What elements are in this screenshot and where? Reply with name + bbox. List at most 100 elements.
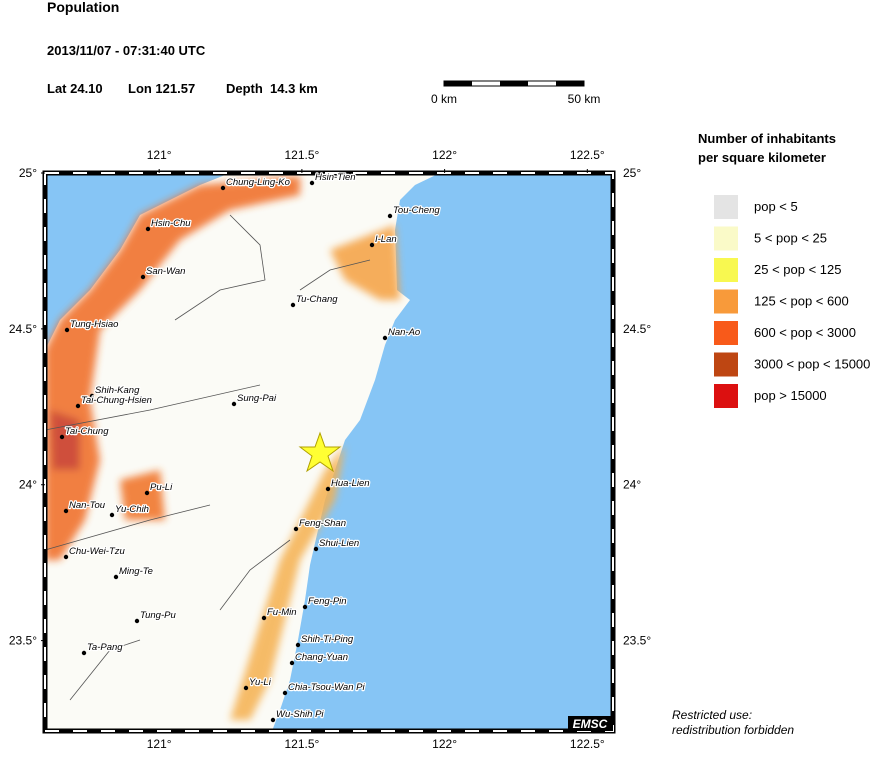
legend-swatch [714, 321, 738, 345]
y-tick-label: 24° [623, 478, 641, 492]
legend-label: 125 < pop < 600 [754, 294, 849, 309]
city-dot [144, 490, 150, 496]
y-tick-label: 24° [19, 478, 37, 492]
y-tick-label: 23.5° [623, 634, 651, 648]
legend-swatch [714, 226, 738, 251]
x-tick-label: 122° [432, 737, 457, 751]
datetime: 2013/11/07 - 07:31:40 UTC [47, 43, 206, 58]
depth: Depth 14.3 km [226, 81, 318, 96]
city-dot [290, 302, 296, 308]
city-label: Shui-Lien [319, 538, 359, 549]
city-dot [282, 690, 288, 696]
legend-label: 3000 < pop < 15000 [754, 357, 870, 372]
footer: Restricted use: [672, 708, 752, 722]
city-label: Tai-Chung-Hsien [81, 395, 152, 406]
legend-swatch [714, 289, 738, 314]
city-label: Chu-Wei-Tzu [69, 546, 125, 557]
city-dot [231, 401, 237, 407]
city-label: Fu-Min [267, 607, 297, 618]
city-dot [295, 642, 301, 648]
city-label: Chia-Tsou-Wan Pi [288, 682, 365, 693]
city-dot [293, 526, 299, 532]
city-dot [289, 660, 295, 666]
x-tick-label: 122° [432, 148, 457, 162]
lon: Lon 121.57 [128, 81, 195, 96]
city-label: Hua-Lien [331, 478, 370, 489]
city-dot [63, 508, 69, 514]
legend-title: per square kilometer [698, 150, 826, 165]
city-label: Nan-Ao [388, 327, 420, 338]
epicenter [298, 431, 342, 473]
scale-bar [443, 80, 585, 87]
city-label: Wu-Shih Pi [276, 709, 324, 720]
city-dot [63, 554, 69, 560]
map [45, 173, 613, 731]
frame-dash [44, 172, 614, 732]
city-dot [113, 574, 119, 580]
city-dot [270, 717, 276, 723]
city-dot [369, 242, 375, 248]
city-label: Feng-Shan [299, 518, 346, 529]
y-tick-label: 24.5° [623, 322, 651, 336]
city-label: Tu-Chang [296, 294, 338, 305]
lat: Lat 24.10 [47, 81, 103, 96]
city-dot [325, 486, 331, 492]
x-tick-label: 121.5° [284, 148, 319, 162]
legend-title: Number of inhabitants [698, 131, 836, 146]
x-tick-label: 121° [147, 737, 172, 751]
city-dot [59, 434, 65, 440]
city-dot [145, 226, 151, 232]
city-label: Sung-Pai [237, 393, 277, 404]
city-dot [64, 327, 70, 333]
city-label: Hsin-Tien [315, 172, 356, 183]
legend-label: 25 < pop < 125 [754, 262, 841, 277]
city-dot [220, 185, 226, 191]
city-label: Tai-Chung [65, 426, 109, 437]
city-label: Shih-Ti-Ping [301, 634, 354, 645]
credit-box [568, 716, 613, 731]
legend-label: pop < 5 [754, 199, 798, 214]
city-label: San-Wan [146, 266, 185, 277]
city-label: Ming-Te [119, 566, 153, 577]
x-tick-label: 121.5° [284, 737, 319, 751]
legend-swatch [714, 195, 738, 219]
y-tick-label: 23.5° [9, 634, 37, 648]
city-label: Ta-Pang [87, 642, 123, 653]
city-dot [140, 274, 146, 280]
legend-swatch [714, 352, 738, 377]
legend-swatch [714, 258, 738, 282]
city-label: I-Lan [375, 234, 397, 245]
city-label: Chang-Yuan [295, 652, 348, 663]
city-dot [89, 393, 95, 399]
city-dot [382, 335, 388, 341]
legend-label: 5 < pop < 25 [754, 231, 827, 246]
legend-label: 600 < pop < 3000 [754, 325, 856, 340]
y-tick-label: 25° [623, 166, 641, 180]
city-dot [309, 180, 315, 186]
city-label: Yu-Li [249, 677, 272, 688]
city-dot [243, 685, 249, 691]
city-dot [75, 403, 81, 409]
city-label: Pu-Li [150, 482, 173, 493]
city-dot [261, 615, 267, 621]
y-tick-label: 24.5° [9, 322, 37, 336]
x-tick-label: 122.5° [570, 737, 605, 751]
title: Population [47, 0, 119, 15]
city-label: Chung-Ling-Ko [226, 177, 290, 188]
legend-label: pop > 15000 [754, 388, 827, 403]
city-dot [81, 650, 87, 656]
city-dot [134, 618, 140, 624]
y-tick-label: 25° [19, 166, 37, 180]
city-label: Shih-Kang [95, 385, 140, 396]
city-dot [302, 604, 308, 610]
x-tick-label: 122.5° [570, 148, 605, 162]
city-dot [313, 546, 319, 552]
footer: redistribution forbidden [672, 723, 794, 737]
city-dot [109, 512, 115, 518]
city-label: Tung-Hsiao [70, 319, 118, 330]
city-label: Hsin-Chu [151, 218, 191, 229]
city-label: Tou-Cheng [393, 205, 440, 216]
city-label: Yu-Chih [115, 504, 149, 515]
scale-start: 0 km [431, 92, 457, 106]
